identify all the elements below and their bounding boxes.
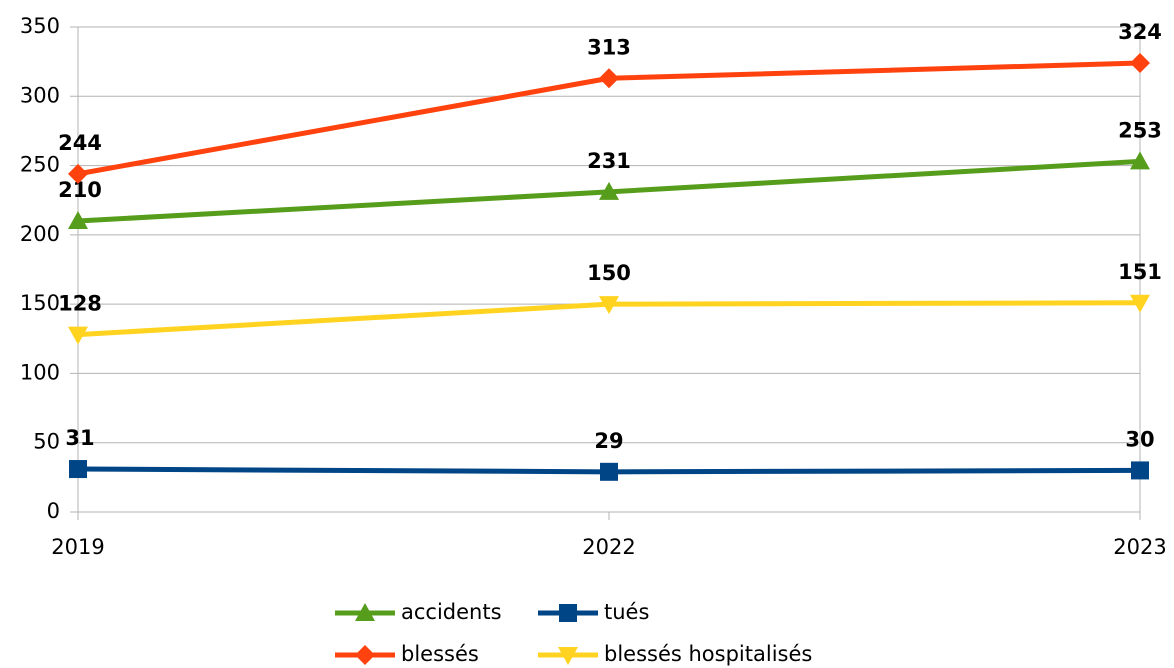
point-marker — [68, 163, 88, 184]
data-label: 29 — [594, 429, 623, 453]
point-marker — [69, 460, 87, 479]
data-label: 128 — [58, 292, 102, 316]
y-tick-label: 150 — [20, 291, 60, 315]
y-tick-label: 50 — [33, 430, 60, 454]
point-marker — [599, 181, 619, 200]
data-label: 210 — [58, 178, 102, 202]
point-marker — [68, 326, 88, 345]
point-marker — [1130, 53, 1150, 74]
point-marker — [68, 211, 88, 229]
x-tick-label: 2023 — [1113, 535, 1166, 559]
legend-label: blessés — [401, 642, 479, 666]
y-tick-label: 100 — [20, 360, 60, 384]
data-label: 244 — [58, 131, 102, 155]
data-label: 31 — [65, 426, 94, 450]
point-marker — [1130, 151, 1150, 170]
legend-label: blessés hospitalisés — [604, 642, 812, 666]
point-marker — [599, 68, 619, 89]
data-label: 30 — [1125, 427, 1154, 451]
legend-marker — [558, 647, 578, 665]
data-label: 313 — [587, 35, 631, 59]
legend-marker — [559, 604, 577, 622]
y-tick-label: 200 — [20, 222, 60, 246]
y-tick-label: 250 — [20, 153, 60, 177]
data-label: 253 — [1118, 118, 1162, 142]
point-marker — [600, 462, 618, 481]
point-marker — [599, 296, 619, 315]
data-label: 231 — [587, 149, 631, 173]
y-tick-label: 350 — [20, 14, 60, 38]
x-tick-label: 2019 — [51, 535, 104, 559]
data-label: 324 — [1118, 20, 1162, 44]
legend-label: tués — [604, 600, 649, 624]
legend-marker — [355, 603, 375, 621]
data-label: 150 — [587, 261, 631, 285]
legend-label: accidents — [401, 600, 502, 624]
data-label: 151 — [1118, 260, 1162, 284]
x-tick-label: 2022 — [582, 535, 635, 559]
point-marker — [1131, 461, 1149, 480]
y-tick-label: 300 — [20, 83, 60, 107]
legend-marker — [355, 645, 375, 665]
y-tick-label: 0 — [47, 499, 60, 523]
point-marker — [1130, 294, 1150, 313]
